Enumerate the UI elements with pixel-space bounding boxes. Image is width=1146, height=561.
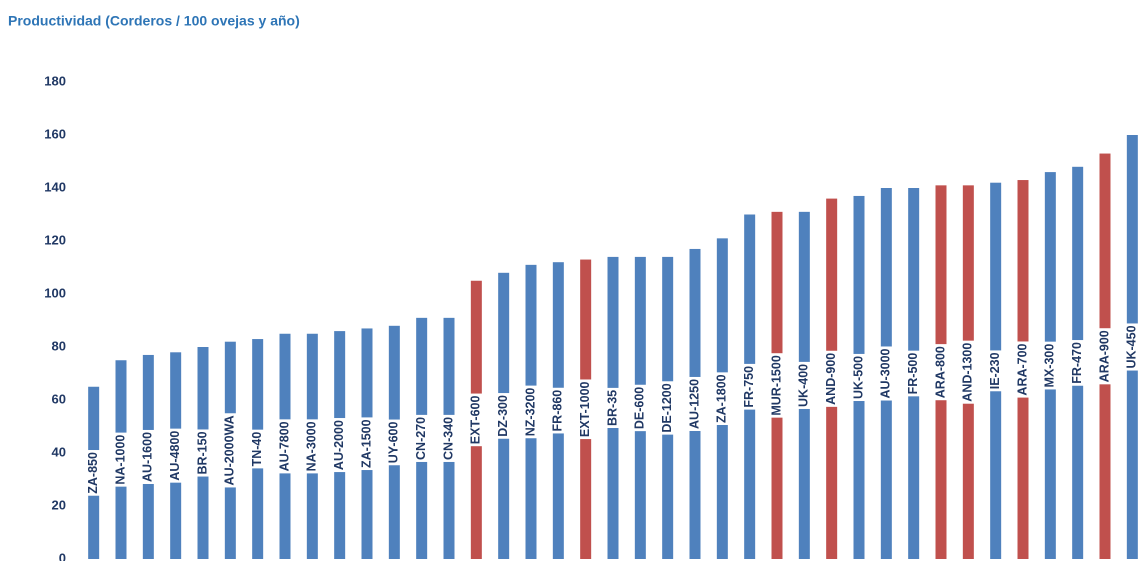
category-label: NA-1000 — [113, 435, 127, 485]
label-background — [468, 393, 485, 447]
label-background — [113, 432, 129, 487]
label-background — [140, 429, 157, 484]
category-label: DE-1200 — [660, 383, 674, 432]
label-background — [195, 429, 211, 477]
label-background — [85, 450, 102, 496]
category-label: AU-2000 — [332, 420, 346, 470]
label-background — [933, 344, 949, 401]
y-tick-label: 60 — [52, 391, 66, 406]
category-label: FR-860 — [551, 390, 565, 432]
label-background — [796, 361, 813, 409]
category-label: AND-900 — [824, 353, 838, 405]
category-label: FR-470 — [1070, 342, 1084, 384]
label-background — [878, 346, 895, 401]
label-background — [659, 381, 676, 435]
category-label: MUR-1500 — [769, 355, 783, 415]
category-label: FR-750 — [742, 366, 756, 408]
label-background — [495, 393, 512, 439]
label-background — [413, 414, 430, 462]
y-tick-label: 40 — [52, 444, 66, 459]
category-label: MX-300 — [1043, 344, 1057, 388]
label-background — [1069, 340, 1086, 386]
y-tick-label: 140 — [44, 179, 66, 194]
y-tick-label: 100 — [44, 285, 66, 300]
category-label: AU-2000WA — [223, 415, 237, 485]
category-label: ZA-1500 — [359, 419, 373, 468]
label-background — [823, 350, 840, 407]
category-label: TN-40 — [250, 432, 264, 467]
category-label: CN-270 — [414, 417, 428, 460]
category-label: DE-600 — [633, 387, 647, 429]
category-label: EXT-1000 — [578, 381, 592, 437]
label-background — [167, 428, 184, 483]
label-background — [249, 429, 266, 469]
label-background — [605, 387, 621, 429]
category-label: CN-340 — [441, 417, 455, 460]
category-label: UY-600 — [387, 422, 401, 464]
category-label: AU-4800 — [168, 431, 182, 481]
category-label: ARA-700 — [1015, 343, 1029, 395]
label-background — [441, 414, 457, 462]
y-tick-label: 20 — [52, 497, 66, 512]
label-background — [769, 353, 785, 418]
category-label: AU-3000 — [879, 348, 893, 398]
y-tick-label: 120 — [44, 232, 66, 247]
label-background — [741, 363, 758, 410]
category-label: AU-1250 — [687, 379, 701, 429]
category-label: ZA-850 — [86, 452, 100, 494]
label-background — [851, 353, 867, 402]
category-label: IE-230 — [988, 352, 1002, 389]
label-background — [1015, 341, 1031, 398]
label-background — [987, 350, 1004, 392]
label-background — [905, 350, 922, 397]
label-background — [714, 372, 731, 425]
category-label: UK-500 — [851, 356, 865, 399]
category-label: NZ-3200 — [523, 388, 537, 437]
category-label: AND-1300 — [961, 343, 975, 402]
category-label: BR-35 — [605, 390, 619, 426]
label-background — [1042, 341, 1059, 390]
label-background — [331, 418, 348, 473]
label-background — [304, 419, 321, 474]
label-background — [687, 376, 703, 431]
y-tick-label: 180 — [44, 73, 66, 88]
y-tick-label: 0 — [59, 550, 66, 561]
chart-title: Productividad (Corderos / 100 ovejas y a… — [8, 13, 300, 29]
y-tick-label: 160 — [44, 126, 66, 141]
category-label: BR-150 — [195, 431, 209, 474]
category-label: ARA-800 — [933, 346, 947, 398]
label-background — [577, 379, 594, 440]
label-background — [523, 385, 539, 439]
category-label: UK-400 — [797, 364, 811, 407]
category-label: UK-450 — [1125, 325, 1139, 368]
label-background — [550, 387, 567, 434]
label-background — [359, 417, 375, 471]
category-label: FR-500 — [906, 353, 920, 395]
category-label: EXT-600 — [469, 396, 483, 445]
category-label: ARA-900 — [1097, 330, 1111, 382]
label-background — [960, 340, 977, 404]
category-label: ZA-1800 — [715, 374, 729, 423]
category-label: AU-1600 — [141, 432, 155, 482]
label-background — [277, 419, 293, 474]
y-tick-label: 80 — [52, 338, 66, 353]
label-background — [386, 419, 403, 466]
category-label: NA-3000 — [305, 421, 319, 471]
label-background — [632, 384, 649, 432]
category-label: AU-7800 — [277, 421, 291, 471]
label-background — [1097, 328, 1113, 385]
label-background — [1124, 323, 1141, 371]
category-label: DZ-300 — [496, 395, 510, 437]
label-background — [222, 413, 239, 488]
